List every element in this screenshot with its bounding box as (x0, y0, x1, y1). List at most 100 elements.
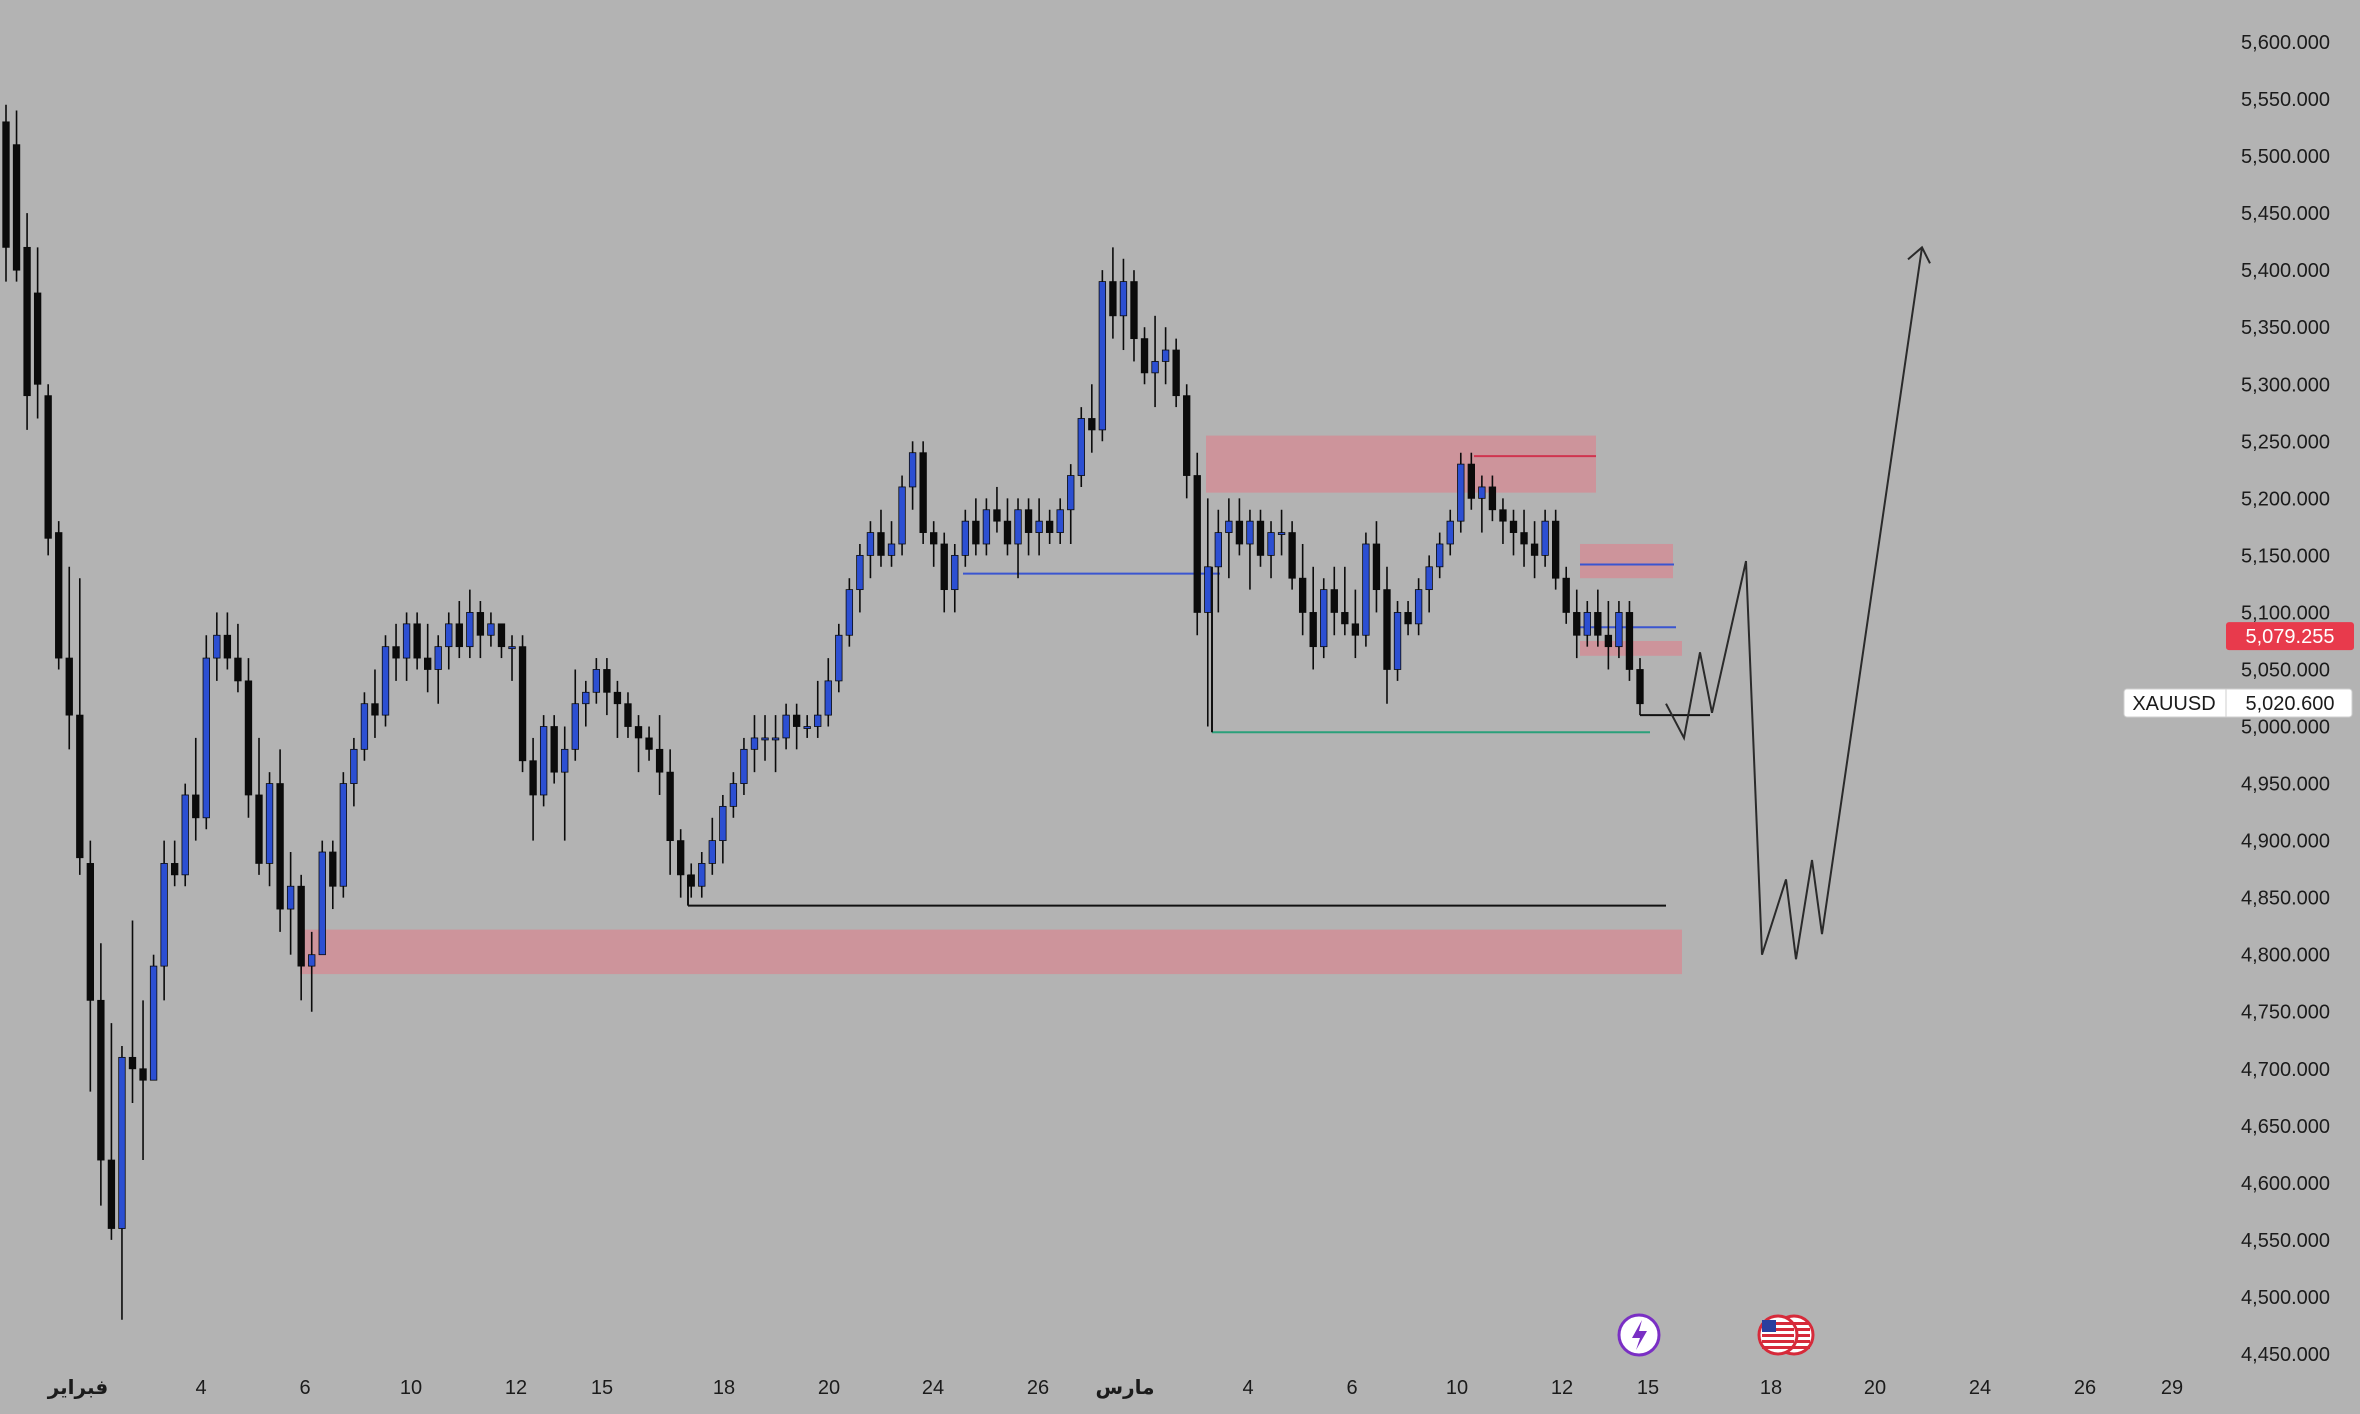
candle[interactable] (318, 840, 326, 956)
candle[interactable] (1393, 601, 1402, 681)
candle[interactable] (487, 612, 495, 647)
candle[interactable] (1636, 658, 1644, 716)
candle[interactable] (1320, 578, 1328, 659)
candle[interactable] (645, 726, 653, 761)
alert-price-tag[interactable] (2226, 622, 2354, 651)
candle[interactable] (1488, 475, 1497, 522)
candle[interactable] (508, 635, 516, 681)
candle[interactable] (1077, 407, 1085, 487)
demand-zone-lower[interactable] (300, 929, 1682, 975)
candle[interactable] (213, 612, 221, 681)
candle[interactable] (1330, 566, 1338, 636)
candle[interactable] (1351, 589, 1360, 659)
candle[interactable] (792, 703, 801, 750)
candle[interactable] (782, 703, 790, 750)
candle[interactable] (308, 931, 316, 1012)
candle[interactable] (877, 509, 885, 567)
candle[interactable] (1267, 521, 1275, 579)
candle[interactable] (1372, 521, 1381, 613)
candle[interactable] (65, 566, 73, 750)
candle[interactable] (149, 954, 158, 1081)
candle[interactable] (181, 783, 189, 887)
candle[interactable] (1499, 498, 1507, 544)
supply-zone-mid[interactable] (1580, 543, 1673, 579)
candle[interactable] (1594, 589, 1602, 647)
candle[interactable] (381, 635, 390, 727)
candle[interactable] (771, 715, 780, 773)
candle[interactable] (677, 829, 685, 898)
candle[interactable] (719, 794, 727, 864)
candle[interactable] (476, 601, 485, 659)
candle[interactable] (1172, 338, 1180, 408)
candle[interactable] (1625, 601, 1634, 681)
candle[interactable] (613, 680, 622, 738)
candle[interactable] (1035, 498, 1043, 556)
candle[interactable] (1277, 509, 1286, 556)
candle[interactable] (740, 737, 748, 795)
candle[interactable] (1436, 532, 1444, 579)
candle[interactable] (561, 726, 569, 841)
candle[interactable] (276, 749, 284, 932)
candle[interactable] (982, 498, 991, 556)
candle[interactable] (729, 772, 738, 818)
candle[interactable] (128, 920, 137, 1104)
candle[interactable] (761, 715, 769, 761)
candle[interactable] (339, 772, 348, 898)
candle[interactable] (466, 589, 474, 659)
candle[interactable] (402, 612, 411, 681)
candle[interactable] (1446, 509, 1454, 556)
candle[interactable] (76, 578, 84, 875)
candle[interactable] (529, 737, 537, 841)
lightning-icon[interactable] (1617, 1313, 1661, 1357)
candle[interactable] (1204, 498, 1212, 727)
candle[interactable] (139, 1000, 147, 1161)
candle[interactable] (202, 635, 210, 830)
candle[interactable] (1457, 452, 1465, 533)
us-flag-icon[interactable] (1757, 1314, 1815, 1356)
candle[interactable] (1509, 509, 1518, 556)
candle[interactable] (44, 384, 52, 556)
candle[interactable] (392, 623, 400, 681)
candle[interactable] (1562, 566, 1570, 624)
candle[interactable] (1298, 543, 1307, 636)
candle[interactable] (1551, 509, 1560, 590)
candle[interactable] (824, 658, 832, 727)
candle[interactable] (371, 669, 379, 738)
candle[interactable] (940, 532, 948, 613)
candle[interactable] (1193, 452, 1201, 636)
candle[interactable] (107, 1023, 116, 1240)
projection-path[interactable] (1665, 247, 1923, 960)
candle[interactable] (1583, 601, 1591, 647)
candle[interactable] (329, 840, 337, 910)
candle[interactable] (750, 715, 759, 773)
candle[interactable] (803, 715, 811, 738)
candle[interactable] (1467, 452, 1475, 510)
candle[interactable] (972, 498, 980, 556)
candle[interactable] (1256, 509, 1265, 567)
candle[interactable] (919, 441, 927, 544)
candle[interactable] (1478, 475, 1486, 533)
candle[interactable] (286, 852, 295, 955)
candle[interactable] (244, 658, 253, 818)
candle[interactable] (455, 601, 463, 659)
candle[interactable] (856, 543, 864, 613)
candle[interactable] (1235, 498, 1244, 556)
candle[interactable] (424, 623, 432, 693)
candle[interactable] (866, 521, 875, 579)
candle[interactable] (160, 840, 168, 1001)
candle[interactable] (708, 817, 716, 875)
candle[interactable] (1056, 498, 1064, 544)
candle[interactable] (1214, 509, 1222, 613)
candle[interactable] (1130, 270, 1138, 362)
candle[interactable] (255, 737, 263, 875)
candle[interactable] (1362, 532, 1370, 647)
candle[interactable] (1288, 521, 1296, 590)
candle[interactable] (97, 943, 105, 1206)
candle[interactable] (1045, 509, 1054, 544)
candle[interactable] (814, 680, 822, 738)
candle[interactable] (571, 669, 579, 761)
candle[interactable] (265, 772, 274, 887)
candle[interactable] (666, 749, 674, 875)
candle[interactable] (1088, 384, 1096, 453)
